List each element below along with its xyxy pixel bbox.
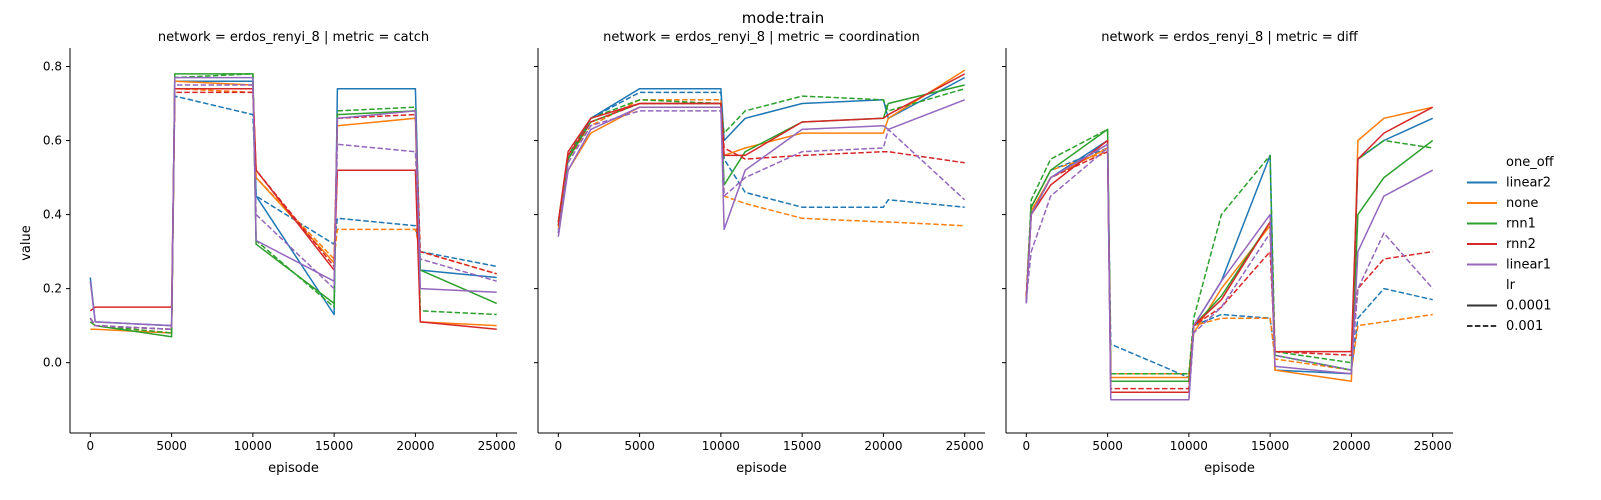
x-tick-label: 5000 bbox=[624, 439, 655, 453]
panel-title: network = erdos_renyi_8 | metric = catch bbox=[158, 30, 429, 45]
figure-suptitle: mode:train bbox=[742, 9, 825, 27]
legend-label-lr-0.0001: 0.0001 bbox=[1506, 299, 1552, 314]
y-tick-label: 0.6 bbox=[43, 134, 62, 148]
x-tick-label: 5000 bbox=[156, 439, 187, 453]
x-tick-label: 10000 bbox=[702, 439, 740, 453]
legend-label-rnn1: rnn1 bbox=[1506, 217, 1536, 232]
x-tick-label: 15000 bbox=[1251, 439, 1289, 453]
legend-style-title: lr bbox=[1506, 278, 1516, 293]
x-tick-label: 10000 bbox=[1170, 439, 1208, 453]
legend-label-linear2: linear2 bbox=[1506, 176, 1551, 191]
x-axis-label: episode bbox=[736, 461, 787, 476]
x-tick-label: 15000 bbox=[783, 439, 821, 453]
series-group bbox=[89, 73, 497, 338]
x-tick-label: 20000 bbox=[1332, 439, 1370, 453]
x-tick-label: 20000 bbox=[864, 439, 902, 453]
x-axis-label: episode bbox=[1204, 461, 1255, 476]
legend-label-none: none bbox=[1506, 196, 1538, 211]
series-group bbox=[557, 69, 966, 237]
series-line-linear1-lr-0.001 bbox=[89, 84, 497, 331]
panel-title: network = erdos_renyi_8 | metric = diff bbox=[1101, 30, 1358, 45]
facet-panel-1: 0 5000 10000 15000 20000 25000 0.0 0.2 0.4 0.6 0.8… bbox=[43, 30, 517, 476]
y-tick-label: 0.2 bbox=[43, 282, 62, 296]
legend-label-rnn2: rnn2 bbox=[1506, 237, 1536, 252]
series-line-linear2-lr-0.001 bbox=[1025, 147, 1433, 379]
series-line-linear1-lr-0.001 bbox=[1025, 147, 1434, 401]
x-tick-label: 5000 bbox=[1092, 439, 1123, 453]
y-tick-label: 0.4 bbox=[43, 208, 62, 222]
y-tick-label: 0.8 bbox=[43, 60, 62, 74]
y-tick-label: 0.0 bbox=[43, 356, 62, 370]
legend-hue-title: one_off bbox=[1506, 155, 1555, 170]
series-line-none-lr-0.001 bbox=[1025, 150, 1433, 375]
x-tick-label: 25000 bbox=[946, 439, 984, 453]
x-tick-label: 20000 bbox=[396, 439, 434, 453]
series-line-linear1-lr-0.001 bbox=[557, 110, 966, 234]
legend-label-lr-0.001: 0.001 bbox=[1506, 319, 1543, 334]
x-tick-label: 0 bbox=[554, 439, 562, 453]
series-line-rnn2-lr-0.0001 bbox=[557, 73, 966, 223]
series-line-rnn2-lr-0.0001 bbox=[1025, 106, 1434, 394]
y-axis-label: value bbox=[19, 225, 34, 261]
x-axis-label: episode bbox=[268, 461, 319, 476]
facet-panel-3: 0 5000 10000 15000 20000 25000 network = erdos… bbox=[1002, 30, 1453, 476]
legend-label-linear1: linear1 bbox=[1506, 258, 1551, 273]
panel-title: network = erdos_renyi_8 | metric = coord… bbox=[603, 30, 920, 45]
x-tick-label: 0 bbox=[86, 439, 94, 453]
series-line-linear1-lr-0.0001 bbox=[89, 76, 497, 327]
x-tick-label: 0 bbox=[1022, 439, 1030, 453]
facet-panels: 0 5000 10000 15000 20000 25000 0.0 0.2 0.4 0.6 0.8… bbox=[43, 30, 1453, 476]
x-tick-label: 25000 bbox=[478, 439, 516, 453]
series-line-linear1-lr-0.0001 bbox=[1025, 143, 1434, 401]
x-tick-label: 25000 bbox=[1414, 439, 1452, 453]
series-group bbox=[1025, 106, 1434, 401]
facet-panel-2: 0 5000 10000 15000 20000 25000 network = erdos… bbox=[534, 30, 985, 476]
series-line-rnn1-lr-0.0001 bbox=[1025, 128, 1434, 382]
series-line-linear1-lr-0.0001 bbox=[557, 99, 965, 237]
series-line-rnn2-lr-0.001 bbox=[557, 102, 965, 226]
x-tick-label: 10000 bbox=[234, 439, 272, 453]
x-tick-label: 15000 bbox=[315, 439, 353, 453]
legend: one_off linear2 none rnn1 rnn2 linear1 lr 0.000… bbox=[1467, 155, 1555, 334]
